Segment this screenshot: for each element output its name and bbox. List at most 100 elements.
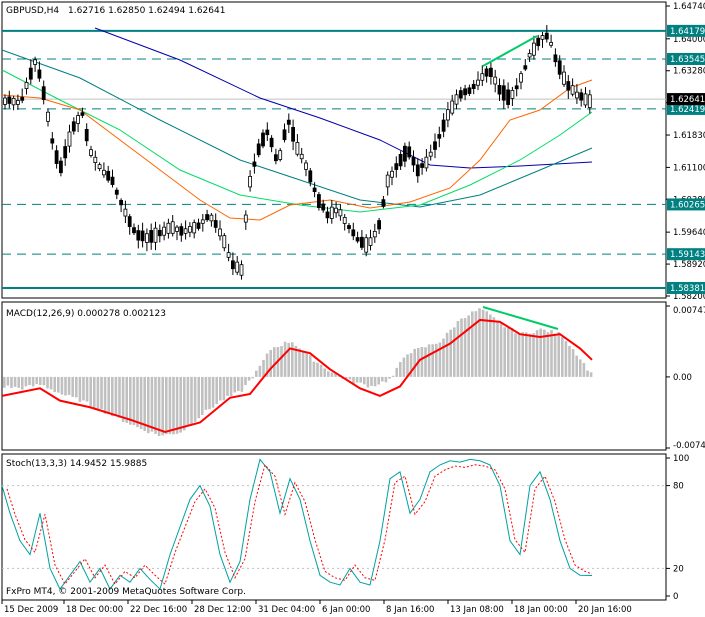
candle-body: [59, 160, 63, 174]
macd-histogram-bar: [283, 341, 287, 377]
candle-body: [415, 164, 420, 177]
macd-histogram-bar: [132, 376, 136, 426]
macd-histogram-bar: [384, 376, 388, 383]
stoch-panel[interactable]: [1, 453, 667, 601]
candle-body: [235, 261, 240, 273]
ma-teal-line: [1, 49, 593, 208]
macd-histogram-bar: [402, 357, 406, 377]
macd-histogram-bar: [413, 348, 416, 377]
candle-body: [523, 65, 528, 70]
candle-body: [80, 112, 85, 116]
candle-body: [519, 73, 523, 83]
candle-body: [76, 115, 80, 124]
candle-body: [54, 150, 59, 164]
candle-body: [527, 53, 532, 58]
time-tick-label: 31 Dec 04:00: [258, 605, 315, 615]
candle-body: [127, 216, 132, 227]
macd-histogram-bar: [471, 311, 474, 377]
candle-body: [119, 199, 123, 206]
candle-body: [20, 96, 25, 101]
candle-body: [385, 174, 390, 188]
candle-body: [450, 100, 455, 114]
candle-body: [230, 260, 235, 270]
macd-histogram-bar: [363, 376, 366, 385]
macd-histogram-bar: [539, 328, 542, 377]
candle-body: [437, 134, 442, 139]
time-tick-label: 20 Jan 16:00: [578, 605, 632, 615]
macd-histogram-bar: [129, 376, 132, 425]
macd-histogram-bar: [319, 364, 323, 377]
macd-histogram-bar: [10, 376, 13, 389]
time-tick-label: 13 Jan 08:00: [450, 605, 504, 615]
level-price-tag-label: 1.60265: [670, 200, 705, 210]
macd-histogram-bar: [96, 376, 100, 411]
macd-histogram-bar: [316, 362, 319, 377]
candle-body: [411, 156, 416, 166]
macd-histogram-bar: [125, 376, 128, 423]
macd-histogram-bar: [355, 376, 359, 383]
macd-histogram-bar: [17, 376, 20, 388]
candle-body: [97, 164, 102, 170]
candle-body: [136, 230, 141, 241]
macd-histogram-bar: [420, 346, 424, 377]
macd-histogram-bar: [118, 376, 121, 418]
macd-histogram-bar: [175, 376, 179, 434]
stoch-tick-label: 100: [673, 454, 689, 464]
divergence-line-price: [482, 35, 538, 67]
macd-histogram-bar: [399, 361, 402, 377]
price-tick-label: 1.64000: [673, 35, 705, 45]
macd-histogram-bar: [78, 376, 82, 402]
stoch-tick-label: 80: [673, 482, 684, 492]
macd-histogram-bar: [154, 376, 157, 434]
macd-histogram-bar: [449, 329, 452, 377]
price-tick-label: 1.64740: [673, 2, 705, 12]
macd-histogram-bar: [561, 337, 564, 377]
macd-histogram-bar: [352, 376, 355, 384]
candle-body: [463, 88, 468, 96]
price-tick-label: 1.63280: [673, 67, 705, 77]
candle-body: [321, 203, 326, 211]
candle-body: [342, 217, 347, 224]
candle-body: [467, 87, 472, 94]
level-price-tag-label: 1.63545: [670, 55, 705, 65]
candle-body: [102, 169, 106, 176]
macd-histogram-bar: [13, 376, 17, 387]
macd-histogram-bar: [521, 332, 524, 377]
macd-histogram-bar: [568, 345, 571, 377]
candle-body: [179, 226, 184, 236]
candle-body: [562, 71, 566, 85]
macd-histogram-bar: [21, 376, 24, 390]
macd-histogram-bar: [6, 376, 10, 386]
price-tick-label: 1.59640: [673, 228, 705, 238]
macd-histogram-bar: [60, 376, 64, 395]
macd-histogram-bar: [143, 376, 146, 432]
divergence-line-macd: [482, 306, 559, 330]
macd-histogram-bar: [391, 375, 395, 377]
macd-histogram-bar: [557, 332, 560, 377]
macd-histogram-bar: [582, 363, 586, 377]
candle-body: [3, 97, 7, 105]
macd-histogram-bar: [57, 376, 60, 393]
candle-body: [209, 214, 214, 222]
macd-histogram-bar: [75, 376, 78, 398]
candle-body: [149, 230, 154, 243]
macd-histogram-bar: [147, 376, 150, 434]
candle-body: [325, 211, 330, 219]
price-tick-label: 1.61830: [673, 131, 705, 141]
level-price-tag: [667, 248, 705, 261]
macd-histogram-bar: [67, 376, 71, 395]
candle-body: [252, 161, 257, 167]
candle-body: [205, 214, 210, 221]
macd-histogram-bar: [247, 376, 251, 381]
candle-body: [218, 228, 222, 237]
candle-body: [532, 42, 536, 56]
macd-histogram-bar: [197, 376, 200, 419]
candle-body: [329, 206, 334, 219]
price-panel[interactable]: [1, 1, 667, 299]
candle-body: [144, 233, 149, 243]
candle-body: [368, 237, 373, 246]
macd-histogram-bar: [280, 346, 283, 377]
candle-body: [187, 226, 192, 233]
candle-body: [157, 229, 162, 237]
